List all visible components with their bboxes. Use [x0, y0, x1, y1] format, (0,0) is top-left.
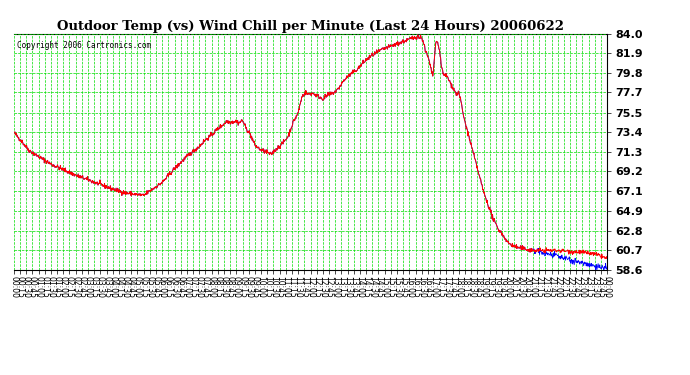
- Text: Copyright 2006 Cartronics.com: Copyright 2006 Cartronics.com: [17, 41, 151, 50]
- Title: Outdoor Temp (vs) Wind Chill per Minute (Last 24 Hours) 20060622: Outdoor Temp (vs) Wind Chill per Minute …: [57, 20, 564, 33]
